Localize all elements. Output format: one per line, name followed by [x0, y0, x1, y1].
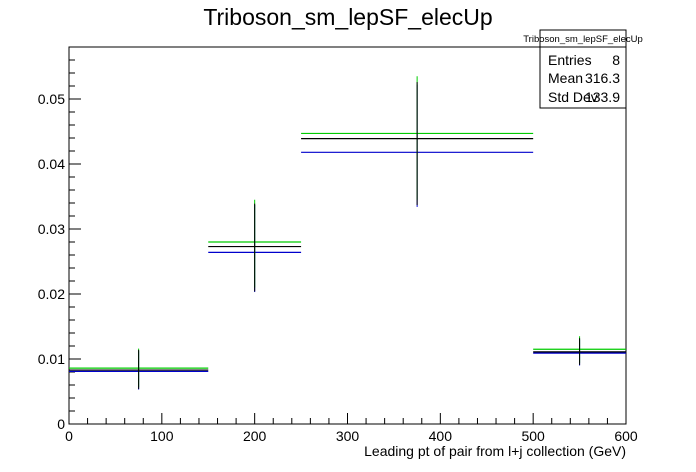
- x-tick-label: 400: [429, 428, 453, 444]
- stats-entries-value: 8: [612, 52, 620, 68]
- x-axis-label: Leading pt of pair from l+j collection (…: [364, 443, 626, 459]
- stats-mean-label: Mean: [548, 70, 583, 86]
- x-tick-label: 0: [65, 428, 73, 444]
- y-tick-label: 0.03: [38, 221, 65, 237]
- chart-title: Triboson_sm_lepSF_elecUp: [203, 4, 492, 30]
- stats-entries-label: Entries: [548, 52, 592, 68]
- y-tick-label: 0.02: [38, 286, 65, 302]
- x-tick-label: 100: [150, 428, 174, 444]
- y-tick-label: 0.04: [38, 156, 65, 172]
- stats-stddev-value: 133.9: [585, 89, 620, 105]
- x-tick-label: 600: [614, 428, 638, 444]
- stats-box-title: Triboson_sm_lepSF_elecUp: [523, 34, 643, 45]
- stats-box-frame: [539, 29, 627, 109]
- y-tick-label: 0: [57, 416, 65, 432]
- x-tick-label: 500: [521, 428, 545, 444]
- stats-box: Triboson_sm_lepSF_elecUp Entries 8 Mean …: [523, 29, 643, 109]
- y-tick-label: 0.01: [38, 351, 65, 367]
- stats-stddev-label: Std Dev: [548, 89, 598, 105]
- axes: 0 100 200 300 400 500 600 0 0.01 0.02 0.03 0.04 0.05: [38, 46, 638, 444]
- data-series: [69, 76, 626, 390]
- y-tick-label: 0.05: [38, 91, 65, 107]
- stats-mean-value: 316.3: [585, 70, 620, 86]
- x-tick-label: 300: [336, 428, 360, 444]
- x-tick-label: 200: [243, 428, 267, 444]
